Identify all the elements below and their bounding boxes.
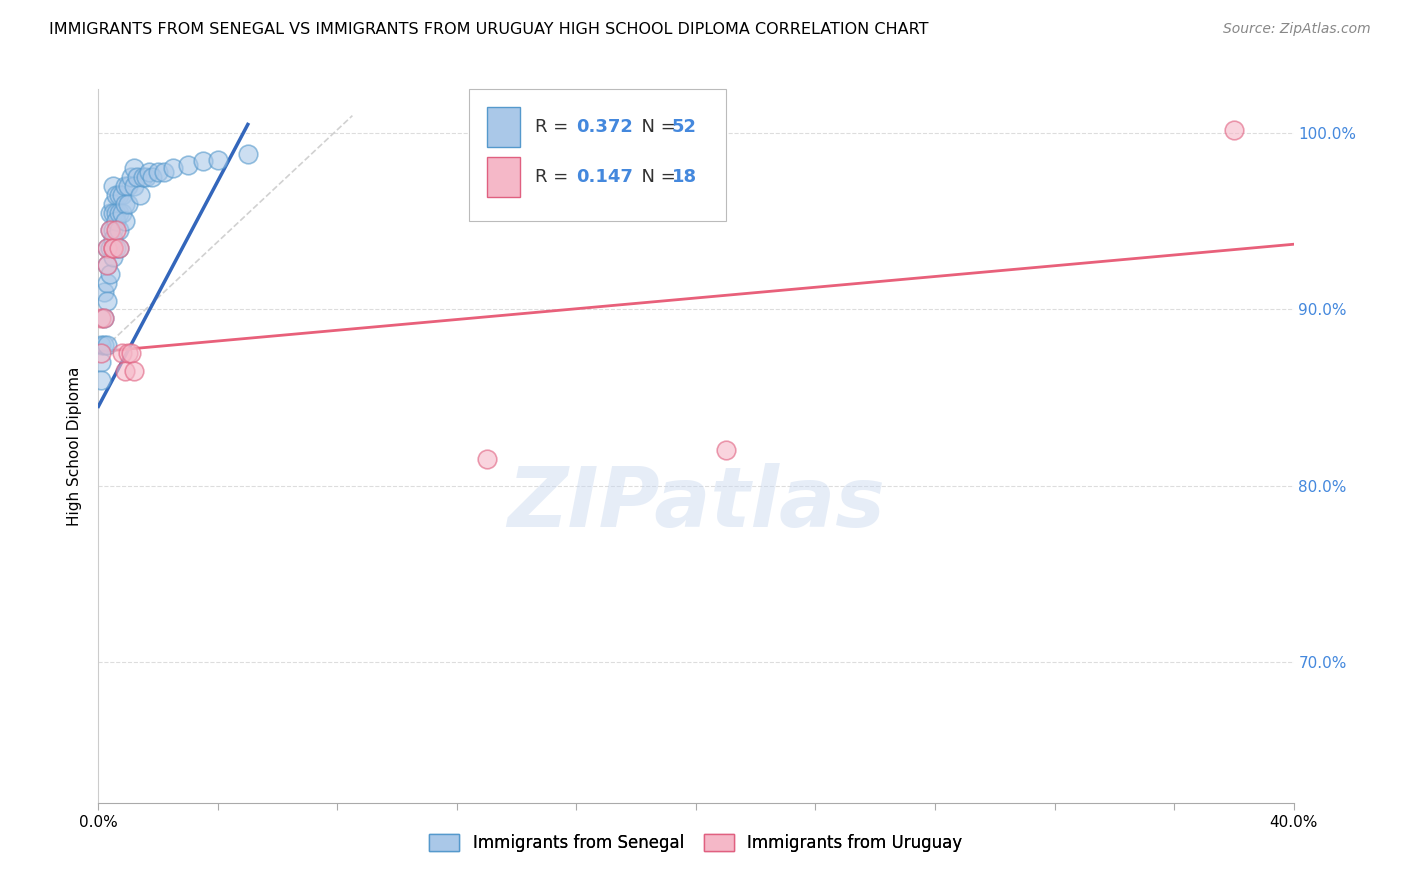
Text: R =: R = bbox=[534, 118, 574, 136]
Point bbox=[105, 214, 128, 228]
Text: 0.372: 0.372 bbox=[576, 118, 633, 136]
Point bbox=[98, 267, 122, 281]
Text: ZIPatlas: ZIPatlas bbox=[508, 463, 884, 543]
Text: 18: 18 bbox=[672, 168, 697, 186]
Point bbox=[111, 205, 134, 219]
Point bbox=[111, 188, 134, 202]
Text: N =: N = bbox=[630, 118, 682, 136]
Point bbox=[96, 241, 118, 255]
Point bbox=[111, 346, 134, 360]
Text: Source: ZipAtlas.com: Source: ZipAtlas.com bbox=[1223, 22, 1371, 37]
Point bbox=[117, 196, 139, 211]
Point bbox=[103, 205, 125, 219]
Point bbox=[162, 161, 184, 176]
Point bbox=[96, 337, 118, 351]
Point bbox=[96, 259, 118, 273]
Point bbox=[90, 311, 112, 326]
Point bbox=[93, 311, 115, 326]
Point bbox=[90, 337, 112, 351]
Point bbox=[103, 250, 125, 264]
Point bbox=[108, 188, 131, 202]
Y-axis label: High School Diploma: High School Diploma bbox=[67, 367, 83, 525]
Point bbox=[98, 241, 122, 255]
Point bbox=[103, 179, 125, 194]
Point bbox=[117, 346, 139, 360]
Point bbox=[103, 196, 125, 211]
Point bbox=[135, 170, 157, 185]
Point bbox=[120, 346, 142, 360]
Point bbox=[98, 205, 122, 219]
Point bbox=[132, 170, 155, 185]
Point bbox=[114, 179, 136, 194]
Point bbox=[127, 170, 149, 185]
Point bbox=[105, 223, 128, 237]
FancyBboxPatch shape bbox=[486, 107, 520, 146]
Point bbox=[475, 452, 498, 467]
Point bbox=[96, 276, 118, 290]
Point bbox=[207, 153, 229, 167]
Point bbox=[114, 214, 136, 228]
Point bbox=[93, 285, 115, 299]
Point bbox=[105, 188, 128, 202]
Point bbox=[96, 259, 118, 273]
Point bbox=[108, 241, 131, 255]
Point bbox=[714, 443, 737, 458]
Point bbox=[114, 364, 136, 378]
Point bbox=[124, 364, 146, 378]
Point bbox=[103, 232, 125, 246]
Point bbox=[108, 241, 131, 255]
Text: IMMIGRANTS FROM SENEGAL VS IMMIGRANTS FROM URUGUAY HIGH SCHOOL DIPLOMA CORRELATI: IMMIGRANTS FROM SENEGAL VS IMMIGRANTS FR… bbox=[49, 22, 929, 37]
Point bbox=[1223, 122, 1246, 136]
Text: 52: 52 bbox=[672, 118, 697, 136]
Point bbox=[93, 337, 115, 351]
Text: R =: R = bbox=[534, 168, 574, 186]
Point bbox=[191, 154, 214, 169]
Point bbox=[98, 223, 122, 237]
Point bbox=[177, 158, 200, 172]
Text: 0.147: 0.147 bbox=[576, 168, 633, 186]
Point bbox=[114, 196, 136, 211]
Point bbox=[236, 147, 259, 161]
Legend: Immigrants from Senegal, Immigrants from Uruguay: Immigrants from Senegal, Immigrants from… bbox=[423, 827, 969, 859]
Point bbox=[96, 293, 118, 308]
Point bbox=[120, 170, 142, 185]
Point bbox=[148, 165, 170, 179]
Point bbox=[103, 223, 125, 237]
Point bbox=[138, 165, 160, 179]
Point bbox=[105, 241, 128, 255]
Point bbox=[153, 165, 176, 179]
Point bbox=[90, 346, 112, 360]
Text: N =: N = bbox=[630, 168, 682, 186]
Point bbox=[103, 241, 125, 255]
Point bbox=[90, 373, 112, 387]
Point bbox=[124, 161, 146, 176]
Point bbox=[117, 179, 139, 194]
Point bbox=[96, 241, 118, 255]
Point bbox=[108, 205, 131, 219]
Point bbox=[141, 170, 163, 185]
FancyBboxPatch shape bbox=[486, 157, 520, 196]
Point bbox=[103, 241, 125, 255]
Point bbox=[129, 188, 152, 202]
Point bbox=[93, 311, 115, 326]
Point bbox=[98, 223, 122, 237]
Point bbox=[105, 205, 128, 219]
Point bbox=[90, 355, 112, 369]
Point bbox=[108, 223, 131, 237]
Point bbox=[124, 179, 146, 194]
FancyBboxPatch shape bbox=[470, 89, 725, 221]
